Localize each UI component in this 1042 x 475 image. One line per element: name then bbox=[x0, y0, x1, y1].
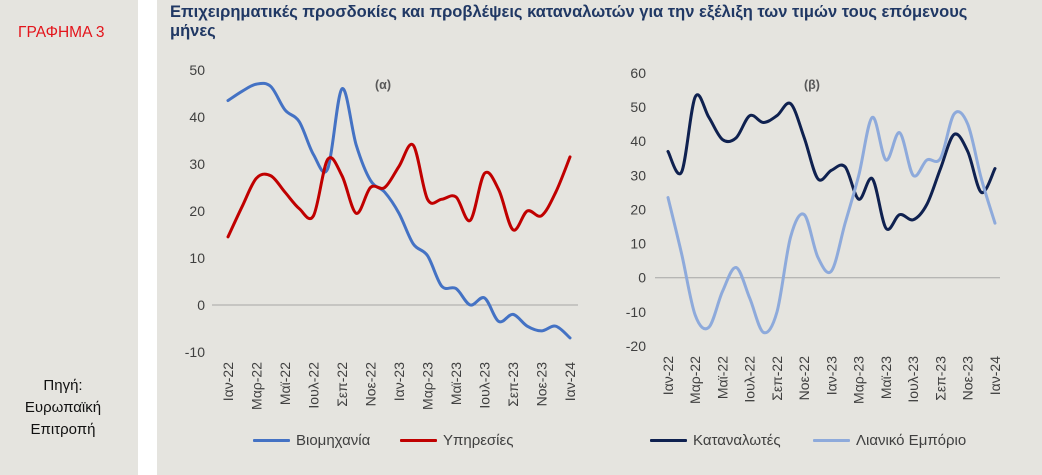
y-tick-label: 0 bbox=[197, 297, 205, 313]
chart-a-industry-services: 50 40 30 20 10 0 -10 Ιαν-22 Μαρ-22 Μαϊ-22 Ιουλ-22 Σ… bbox=[185, 62, 578, 410]
y-tick-label: -10 bbox=[626, 304, 646, 320]
y-tick-label: 10 bbox=[630, 236, 646, 252]
source-name: Ευρωπαϊκή Επιτροπή bbox=[24, 399, 102, 438]
x-tick-label: Μαρ-22 bbox=[248, 362, 264, 410]
retail-series-line bbox=[666, 110, 997, 335]
source-label: Πηγή: bbox=[43, 377, 83, 394]
x-tick-label: Νοε-22 bbox=[796, 356, 812, 401]
y-tick-label: 50 bbox=[189, 62, 205, 78]
y-tick-label: 20 bbox=[630, 201, 646, 217]
x-tick-label: Μαρ-23 bbox=[851, 356, 867, 404]
x-tick-label: Μαϊ-23 bbox=[878, 356, 894, 399]
x-tick-label: Ιουλ-22 bbox=[305, 362, 321, 409]
x-tick-label: Νοε-23 bbox=[533, 362, 549, 407]
x-tick-label: Νοε-23 bbox=[960, 356, 976, 401]
x-tick-label: Μαϊ-22 bbox=[714, 356, 730, 399]
x-tick-label: Ιαν-23 bbox=[391, 362, 407, 401]
consumers-series-line bbox=[666, 93, 997, 231]
y-tick-label: 30 bbox=[630, 167, 646, 183]
y-tick-label: 20 bbox=[189, 203, 205, 219]
legend-line-swatch bbox=[813, 438, 850, 442]
x-tick-label: Νοε-22 bbox=[362, 362, 378, 407]
x-tick-label: Σεπ-22 bbox=[334, 362, 350, 407]
legend-label: Βιομηχανία bbox=[296, 431, 371, 449]
figure-title-line-1: Επιχειρηματικές προσδοκίες και προβλέψει… bbox=[170, 3, 968, 21]
figure-title: Επιχειρηματικές προσδοκίες και προβλέψει… bbox=[170, 3, 967, 41]
y-tick-label: 0 bbox=[638, 270, 646, 286]
x-tick-label: Σεπ-22 bbox=[769, 356, 785, 401]
x-tick-label: Μαρ-22 bbox=[687, 356, 703, 404]
legend-line-swatch bbox=[650, 438, 687, 442]
chart-b-consumers-retail: 60 50 40 30 20 10 0 -10 -20 Ιαν-22 Μαρ-22 Μαϊ-22 Ιου… bbox=[626, 65, 1003, 404]
legend-line-swatch bbox=[400, 438, 437, 442]
sidebar: ΓΡΑΦΗΜΑ 3 Πηγή: Ευρωπαϊκή Επιτροπή bbox=[0, 0, 138, 475]
x-tick-label: Ιαν-23 bbox=[823, 356, 839, 395]
x-tick-label: Ιαν-24 bbox=[987, 356, 1003, 395]
x-tick-label: Ιουλ-23 bbox=[905, 356, 921, 403]
x-tick-label: Μαϊ-23 bbox=[448, 362, 464, 405]
x-tick-label: Ιουλ-23 bbox=[476, 362, 492, 409]
x-tick-label: Ιαν-22 bbox=[660, 356, 676, 395]
legend-item-services: Υπηρεσίες bbox=[400, 431, 513, 449]
legend-label: Υπηρεσίες bbox=[443, 431, 514, 449]
y-tick-label: 50 bbox=[630, 99, 646, 115]
industry-series-line bbox=[226, 81, 572, 340]
chart-panel: Επιχειρηματικές προσδοκίες και προβλέψει… bbox=[157, 0, 1042, 475]
figure-title-line-2: μήνες bbox=[170, 22, 216, 40]
x-tick-label: Ιαν-22 bbox=[220, 362, 236, 401]
y-tick-label: -10 bbox=[185, 344, 205, 360]
y-tick-label: 60 bbox=[630, 65, 646, 81]
source-note: Πηγή: Ευρωπαϊκή Επιτροπή bbox=[0, 375, 126, 441]
panel-label: (β) bbox=[804, 78, 820, 92]
x-tick-label: Ιαν-24 bbox=[562, 362, 578, 401]
figure-label: ΓΡΑΦΗΜΑ 3 bbox=[18, 24, 105, 41]
x-tick-label: Σεπ-23 bbox=[932, 356, 948, 401]
y-tick-label: 40 bbox=[189, 109, 205, 125]
legend-label: Λιανικό Εμπόριο bbox=[856, 431, 967, 449]
y-tick-label: 40 bbox=[630, 133, 646, 149]
legend-item-consumers: Καταναλωτές bbox=[650, 431, 781, 449]
legend-item-industry: Βιομηχανία bbox=[253, 431, 370, 449]
legend-label: Καταναλωτές bbox=[693, 431, 781, 449]
x-tick-label: Μαρ-23 bbox=[419, 362, 435, 410]
legend-item-retail: Λιανικό Εμπόριο bbox=[813, 431, 966, 449]
legend-line-swatch bbox=[253, 438, 290, 442]
y-tick-label: 30 bbox=[189, 156, 205, 172]
panel-label: (α) bbox=[375, 78, 391, 92]
services-series-line bbox=[226, 142, 572, 239]
x-tick-label: Ιουλ-22 bbox=[742, 356, 758, 403]
x-tick-label: Μαϊ-22 bbox=[277, 362, 293, 405]
y-tick-label: 10 bbox=[189, 250, 205, 266]
y-tick-label: -20 bbox=[626, 338, 646, 354]
x-tick-label: Σεπ-23 bbox=[505, 362, 521, 407]
